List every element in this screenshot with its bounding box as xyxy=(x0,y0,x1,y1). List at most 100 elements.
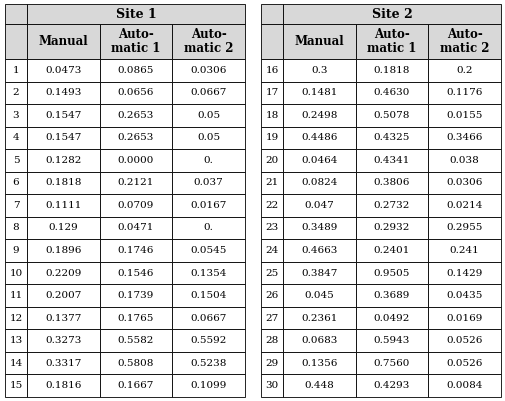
Text: 3: 3 xyxy=(13,111,19,120)
Bar xyxy=(261,284,282,307)
Text: 0.0306: 0.0306 xyxy=(190,66,226,75)
Text: 0.4325: 0.4325 xyxy=(373,134,410,142)
Bar xyxy=(172,172,244,194)
Text: 0.4293: 0.4293 xyxy=(373,381,410,390)
Bar xyxy=(355,239,428,262)
Bar xyxy=(27,307,99,329)
Bar xyxy=(27,149,99,172)
Bar xyxy=(428,217,500,239)
Bar xyxy=(172,59,244,81)
Text: 0.129: 0.129 xyxy=(48,223,78,233)
Text: 0.0464: 0.0464 xyxy=(300,156,337,165)
Bar xyxy=(172,127,244,149)
Bar xyxy=(261,329,282,352)
Bar xyxy=(99,172,172,194)
Text: 11: 11 xyxy=(10,291,23,300)
Text: 0.0526: 0.0526 xyxy=(445,359,482,368)
Bar xyxy=(355,329,428,352)
Bar xyxy=(282,239,355,262)
Text: 0.0667: 0.0667 xyxy=(190,88,226,97)
Bar xyxy=(172,352,244,375)
Bar xyxy=(428,352,500,375)
Text: 9: 9 xyxy=(13,246,19,255)
Text: Auto-
matic 2: Auto- matic 2 xyxy=(183,28,233,55)
Text: 0.2955: 0.2955 xyxy=(445,223,482,233)
Text: 0.: 0. xyxy=(204,156,213,165)
Bar xyxy=(27,4,244,24)
Text: 0.0306: 0.0306 xyxy=(445,178,482,187)
Text: 0.0000: 0.0000 xyxy=(118,156,154,165)
Bar xyxy=(355,262,428,284)
Text: 0.2732: 0.2732 xyxy=(373,201,410,210)
Bar xyxy=(99,127,172,149)
Bar xyxy=(261,172,282,194)
Bar xyxy=(27,24,99,59)
Bar xyxy=(261,194,282,217)
Bar xyxy=(27,375,99,397)
Bar xyxy=(355,104,428,127)
Bar xyxy=(428,59,500,81)
Bar xyxy=(5,307,27,329)
Text: 0.038: 0.038 xyxy=(449,156,479,165)
Bar xyxy=(428,24,500,59)
Bar xyxy=(27,217,99,239)
Text: 1: 1 xyxy=(13,66,19,75)
Text: Manual: Manual xyxy=(294,35,343,48)
Text: 0.0526: 0.0526 xyxy=(445,336,482,345)
Bar xyxy=(5,149,27,172)
Text: 0.0667: 0.0667 xyxy=(190,314,226,323)
Bar xyxy=(355,194,428,217)
Bar xyxy=(428,307,500,329)
Text: Auto-
matic 1: Auto- matic 1 xyxy=(367,28,416,55)
Bar xyxy=(172,194,244,217)
Text: 0.3689: 0.3689 xyxy=(373,291,410,300)
Bar xyxy=(282,217,355,239)
Text: 0.0709: 0.0709 xyxy=(118,201,154,210)
Bar xyxy=(355,24,428,59)
Bar xyxy=(5,172,27,194)
Text: 22: 22 xyxy=(265,201,278,210)
Bar xyxy=(355,217,428,239)
Text: 0.1282: 0.1282 xyxy=(45,156,81,165)
Text: 0.1547: 0.1547 xyxy=(45,111,81,120)
Text: 0.4630: 0.4630 xyxy=(373,88,410,97)
Bar xyxy=(27,127,99,149)
Text: 0.448: 0.448 xyxy=(304,381,333,390)
Text: 0.0545: 0.0545 xyxy=(190,246,226,255)
Text: 0.2932: 0.2932 xyxy=(373,223,410,233)
Text: 0.4486: 0.4486 xyxy=(300,134,337,142)
Bar xyxy=(172,375,244,397)
Text: 0.0167: 0.0167 xyxy=(190,201,226,210)
Text: 23: 23 xyxy=(265,223,278,233)
Bar xyxy=(355,149,428,172)
Text: 26: 26 xyxy=(265,291,278,300)
Bar xyxy=(282,375,355,397)
Bar xyxy=(5,194,27,217)
Bar xyxy=(99,239,172,262)
Bar xyxy=(27,284,99,307)
Bar xyxy=(27,194,99,217)
Text: Auto-
matic 2: Auto- matic 2 xyxy=(439,28,488,55)
Bar xyxy=(5,284,27,307)
Text: Auto-
matic 1: Auto- matic 1 xyxy=(111,28,161,55)
Bar xyxy=(282,329,355,352)
Text: 0.0492: 0.0492 xyxy=(373,314,410,323)
Text: 17: 17 xyxy=(265,88,278,97)
Text: 30: 30 xyxy=(265,381,278,390)
Text: 0.241: 0.241 xyxy=(449,246,479,255)
Bar xyxy=(355,172,428,194)
Text: 0.3317: 0.3317 xyxy=(45,359,81,368)
Text: 0.1111: 0.1111 xyxy=(45,201,81,210)
Bar xyxy=(5,375,27,397)
Bar xyxy=(282,284,355,307)
Text: 0.0155: 0.0155 xyxy=(445,111,482,120)
Text: 0.5943: 0.5943 xyxy=(373,336,410,345)
Text: 4: 4 xyxy=(13,134,19,142)
Text: 0.4341: 0.4341 xyxy=(373,156,410,165)
Text: 7: 7 xyxy=(13,201,19,210)
Text: 0.047: 0.047 xyxy=(304,201,333,210)
Text: 0.3847: 0.3847 xyxy=(300,269,337,277)
Bar xyxy=(428,104,500,127)
Text: 0.5078: 0.5078 xyxy=(373,111,410,120)
Bar xyxy=(261,81,282,104)
